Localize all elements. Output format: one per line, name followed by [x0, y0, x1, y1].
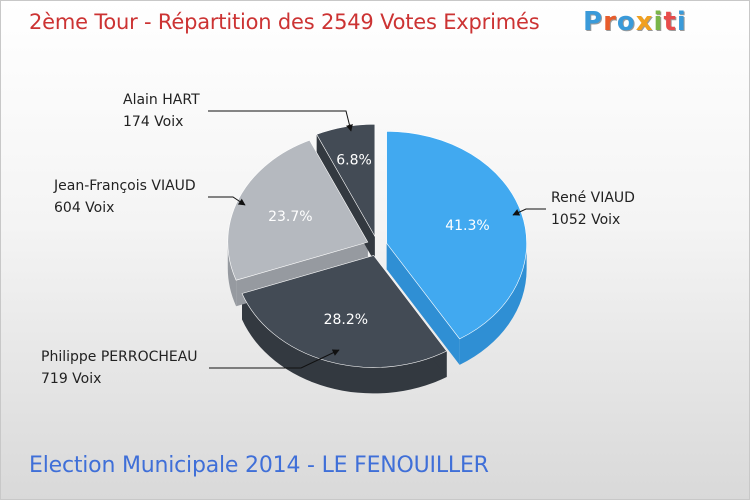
logo-letter: t [663, 7, 677, 37]
pie-slice-edge [386, 243, 460, 365]
percent-label: 41.3% [445, 218, 489, 234]
label-votes: 174 Voix [123, 114, 184, 130]
legend-label-alain-hart: Alain HART 174 Voix [123, 89, 200, 133]
chart-subtitle: Election Municipale 2014 - LE FENOUILLER [29, 453, 489, 478]
leader-line [208, 196, 246, 206]
legend-label-jean-francois-viaud: Jean-François VIAUD 604 Voix [54, 175, 196, 219]
logo-letter: i [676, 7, 687, 37]
label-votes: 719 Voix [41, 371, 102, 387]
legend-label-philippe-perrocheau: Philippe PERROCHEAU 719 Voix [41, 346, 198, 390]
logo-letter: o [616, 7, 636, 37]
label-name: Jean-François VIAUD [54, 178, 196, 194]
percent-label: 23.7% [268, 209, 312, 225]
pie-slice-ren-viaud [386, 130, 527, 340]
label-votes: 604 Voix [54, 200, 115, 216]
pie-slice-alain-hart [316, 123, 376, 238]
logo-letter: r [603, 7, 617, 37]
logo-letter: x [635, 7, 654, 37]
legend-label-rene-viaud: René VIAUD 1052 Voix [551, 187, 635, 231]
leader-line [209, 349, 340, 369]
pie-slice-philippe-perrocheau [241, 255, 448, 368]
label-name: Alain HART [123, 92, 200, 108]
pie-slice-side [459, 243, 527, 365]
label-name: Philippe PERROCHEAU [41, 349, 198, 365]
leader-line [208, 110, 353, 132]
chart-title: 2ème Tour - Répartition des 2549 Votes E… [29, 10, 540, 34]
label-votes: 1052 Voix [551, 212, 621, 228]
logo-letter: i [653, 7, 664, 37]
percent-label: 6.8% [336, 153, 372, 169]
logo-letter: P [583, 7, 604, 37]
pie-slice-side [227, 242, 237, 307]
proxiti-logo: Proxiti [583, 7, 687, 37]
label-name: René VIAUD [551, 190, 635, 206]
percent-label: 28.2% [324, 312, 368, 328]
leader-line [512, 208, 546, 216]
